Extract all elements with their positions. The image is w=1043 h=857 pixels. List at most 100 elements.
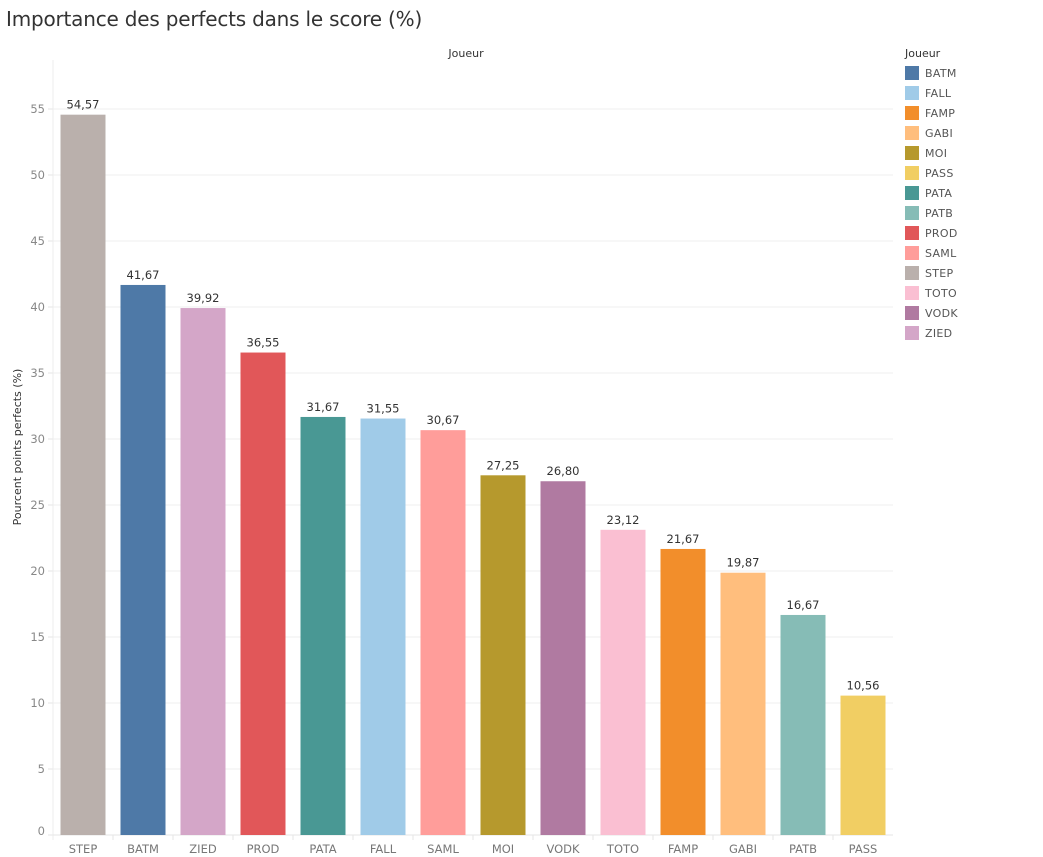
legend-label: PASS [925,166,954,180]
legend-item[interactable]: PATA [905,183,958,203]
legend-item[interactable]: STEP [905,263,958,283]
x-tick-label: PASS [849,842,878,856]
data-label: 54,57 [67,98,100,112]
legend-swatch [905,106,919,120]
legend-swatch [905,266,919,280]
data-label: 31,67 [307,400,340,414]
legend-item[interactable]: MOI [905,143,958,163]
legend-swatch [905,246,919,260]
x-tick-label: PROD [247,842,280,856]
legend-item[interactable]: PROD [905,223,958,243]
x-tick-label: SAML [427,842,459,856]
data-label: 41,67 [127,268,160,282]
y-axis-label: Pourcent points perfects (%) [11,369,24,526]
legend-item[interactable]: SAML [905,243,958,263]
legend-label: ZIED [925,326,953,340]
legend-label: FALL [925,86,952,100]
x-tick-label: GABI [729,842,757,856]
legend-item[interactable]: FAMP [905,103,958,123]
legend-swatch [905,86,919,100]
bar-step[interactable] [60,114,106,835]
y-tick-label: 35 [30,366,45,380]
legend-swatch [905,126,919,140]
bar-batm[interactable] [120,284,166,835]
legend-swatch [905,286,919,300]
x-tick-label: BATM [127,842,159,856]
bar-toto[interactable] [600,529,646,835]
x-tick-label: PATB [789,842,817,856]
data-label: 31,55 [367,402,400,416]
y-tick-label: 20 [30,564,45,578]
legend-label: FAMP [925,106,956,120]
legend: Joueur BATM FALL FAMP GABI MOI PASS PATA PATB PR… [905,47,958,343]
bar-famp[interactable] [660,548,706,835]
bar-pass[interactable] [840,695,886,835]
legend-swatch [905,146,919,160]
y-tick-label: 5 [38,762,45,776]
legend-item[interactable]: PATB [905,203,958,223]
column-header: Joueur [447,47,484,60]
data-label: 36,55 [247,336,280,350]
legend-swatch [905,306,919,320]
data-label: 39,92 [187,291,220,305]
chart-title: Importance des perfects dans le score (%… [6,7,423,31]
bar-chart: Joueur 0 5 10 15 20 25 30 35 40 45 50 55 Pourcent poi… [11,47,893,856]
data-label: 27,25 [487,458,520,472]
legend-item[interactable]: ZIED [905,323,958,343]
data-label: 19,87 [727,556,760,570]
x-tick-label: VODK [546,842,580,856]
legend-title: Joueur [905,47,941,60]
legend-label: SAML [925,246,957,260]
legend-label: TOTO [925,286,957,300]
legend-swatch [905,166,919,180]
x-tick-label: MOI [492,842,514,856]
bar-pata[interactable] [300,416,346,835]
y-tick-label: 55 [30,102,45,116]
x-tick-label: ZIED [189,842,217,856]
data-label: 30,67 [427,413,460,427]
x-tick-label: STEP [69,842,98,856]
legend-item[interactable]: VODK [905,303,958,323]
legend-swatch [905,186,919,200]
legend-label: STEP [925,266,954,280]
legend-swatch [905,326,919,340]
legend-label: PATA [925,186,953,200]
legend-label: PATB [925,206,954,220]
y-tick-label: 45 [30,234,45,248]
legend-label: BATM [925,66,957,80]
legend-label: PROD [925,226,958,240]
data-label: 21,67 [667,532,700,546]
y-tick-label: 15 [30,630,45,644]
bar-zied[interactable] [180,308,226,835]
bar-vodk[interactable] [540,481,586,835]
legend-label: GABI [925,126,954,140]
legend-item[interactable]: TOTO [905,283,958,303]
y-tick-label: 40 [30,300,45,314]
legend-item[interactable]: PASS [905,163,958,183]
y-tick-label: 10 [30,696,45,710]
bar-prod[interactable] [240,352,286,835]
x-tick-label: PATA [309,842,336,856]
data-label: 23,12 [607,513,640,527]
x-tick-label: FALL [370,842,397,856]
bar-patb[interactable] [780,614,826,835]
legend-item[interactable]: FALL [905,83,958,103]
legend-swatch [905,206,919,220]
legend-swatch [905,66,919,80]
legend-item[interactable]: GABI [905,123,958,143]
bar-gabi[interactable] [720,572,766,835]
data-label: 16,67 [787,598,820,612]
bar-saml[interactable] [420,430,466,835]
x-tick-label: TOTO [606,842,639,856]
legend-label: MOI [925,146,948,160]
data-label: 10,56 [847,679,880,693]
legend-swatch [905,226,919,240]
y-tick-label: 0 [38,824,45,838]
y-tick-label: 30 [30,432,45,446]
bar-moi[interactable] [480,475,526,835]
y-tick-label: 25 [30,498,45,512]
y-tick-label: 50 [30,168,45,182]
legend-item[interactable]: BATM [905,63,958,83]
x-tick-label: FAMP [668,842,698,856]
bar-fall[interactable] [360,418,406,835]
